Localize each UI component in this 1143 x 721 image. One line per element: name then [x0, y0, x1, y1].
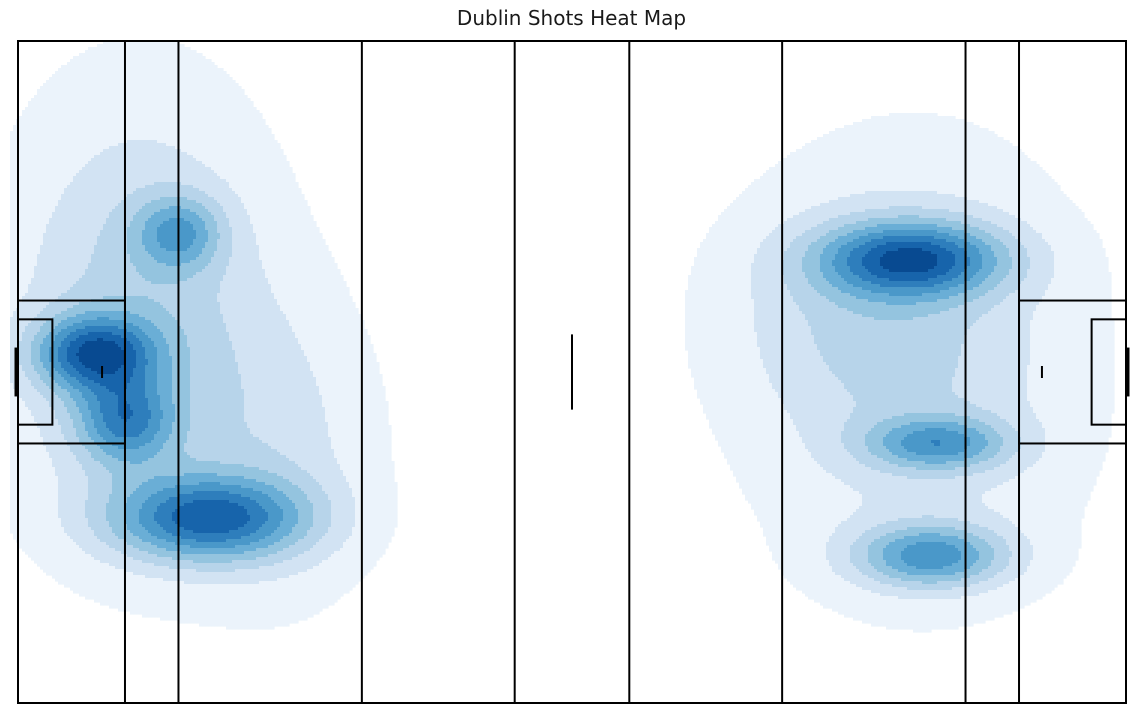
density-layer	[10, 41, 1115, 633]
density-cells	[10, 41, 1115, 633]
